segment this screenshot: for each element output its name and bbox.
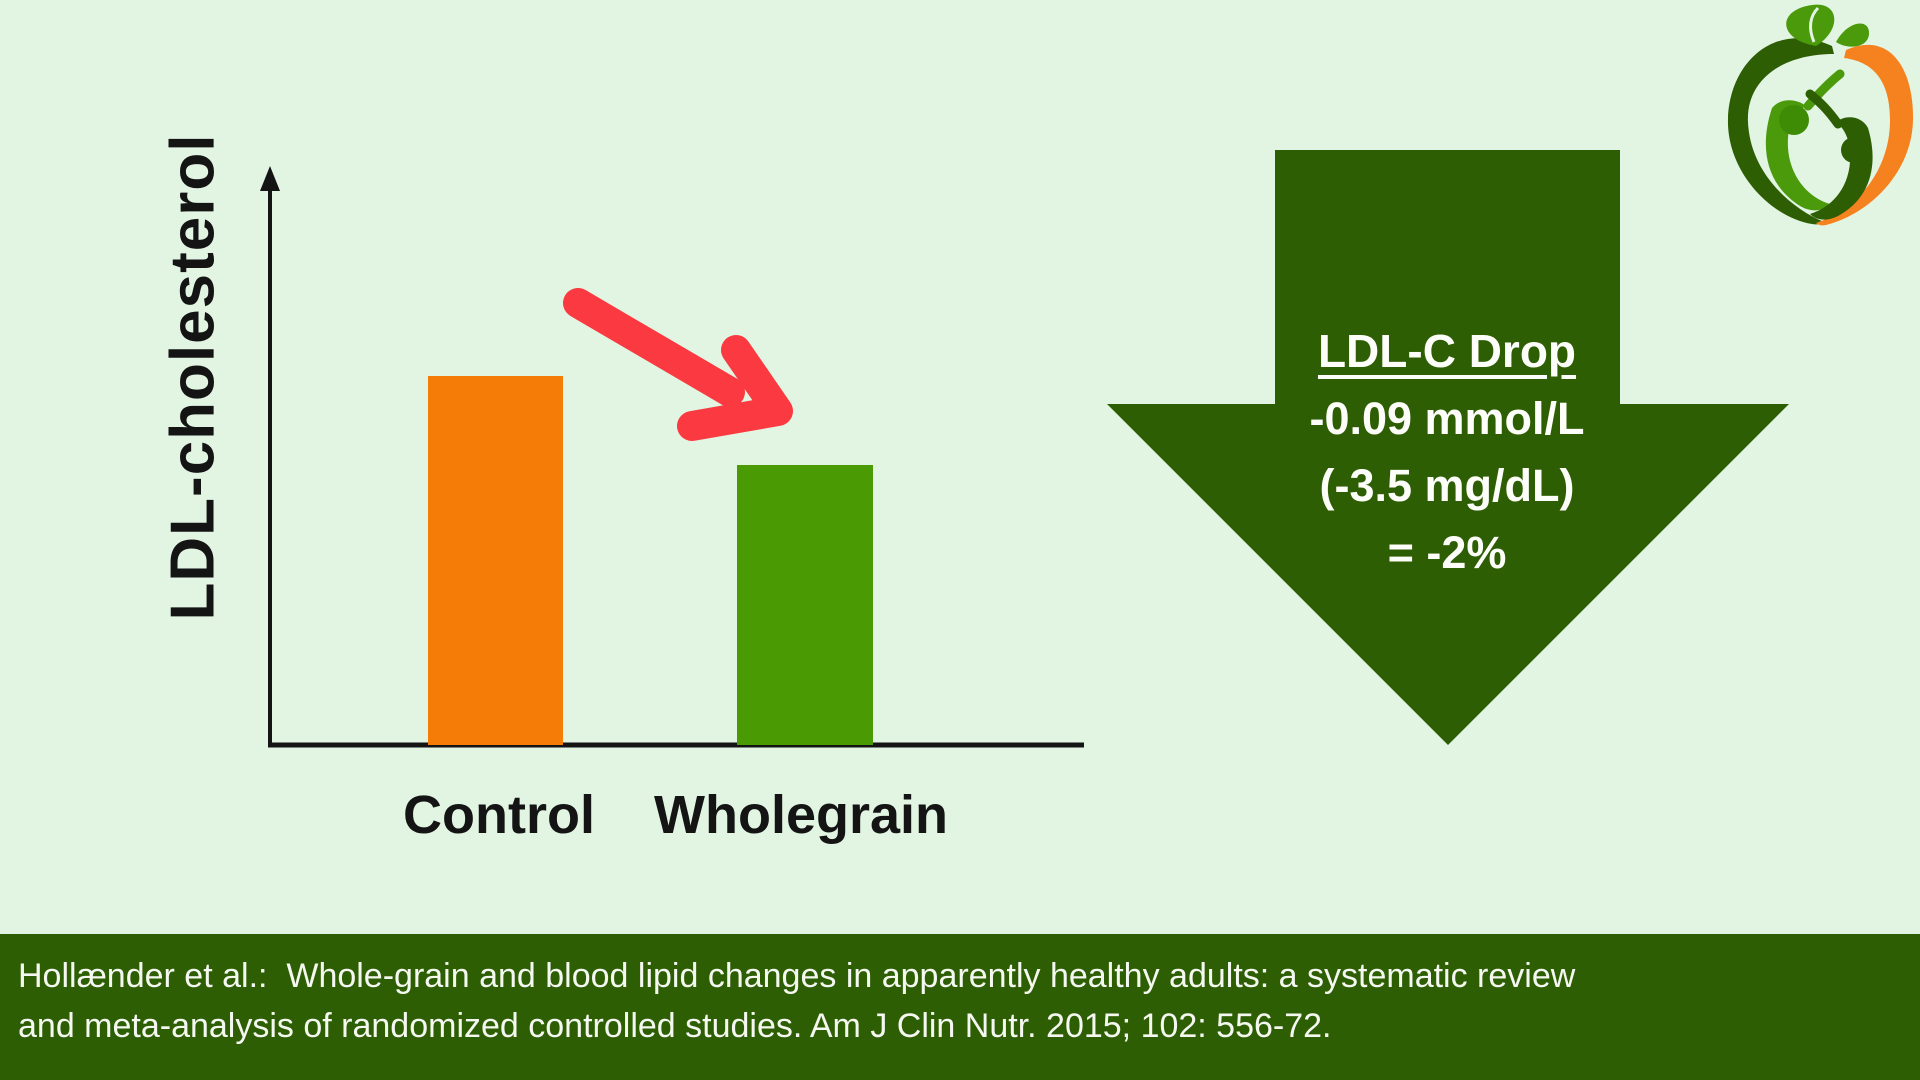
drop-value-mmol: -0.09 mmol/L — [1309, 393, 1585, 444]
drop-summary: LDL-C Drop -0.09 mmol/L (-3.5 mg/dL) = -… — [1309, 318, 1584, 586]
decrease-arrow-icon — [563, 288, 793, 441]
logo-person-left-head — [1779, 105, 1809, 135]
logo-person-right-arm — [1805, 89, 1843, 129]
bar-wholegrain — [737, 465, 873, 745]
logo-person-left-arm — [1803, 69, 1845, 111]
citation-line-1: Hollænder et al.: Whole-grain and blood … — [18, 957, 1576, 995]
logo-apple-left — [1727, 38, 1834, 225]
drop-value-mgdl: (-3.5 mg/dL) — [1319, 460, 1575, 511]
drop-title: LDL-C Drop — [1317, 325, 1577, 377]
logo-person-right-head — [1841, 137, 1867, 163]
category-label-control: Control — [403, 785, 595, 845]
citation-bar: Hollænder et al.: Whole-grain and blood … — [0, 934, 1920, 1080]
citation-line-2: and meta-analysis of randomized controll… — [18, 1007, 1332, 1045]
category-label-wholegrain: Wholegrain — [654, 785, 948, 845]
bar-control — [428, 376, 563, 745]
logo-apple-right — [1816, 44, 1914, 226]
apple-people-nutrition-logo-icon — [1727, 4, 1914, 226]
drop-value-percent: = -2% — [1387, 527, 1507, 578]
decrease-arrow-head — [677, 335, 793, 441]
y-axis-arrowhead-icon — [260, 166, 280, 191]
logo-leaf-small — [1836, 23, 1870, 47]
decrease-arrow-shaft — [563, 288, 745, 407]
big-down-arrow-icon — [1107, 150, 1789, 745]
logo-leaf-vein — [1809, 6, 1820, 43]
